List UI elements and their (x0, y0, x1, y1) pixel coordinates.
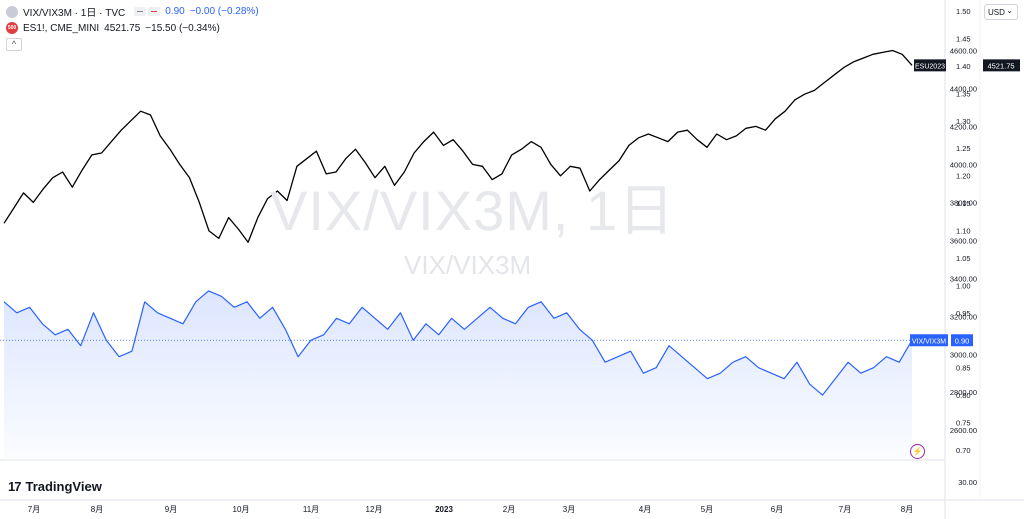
flash-icon[interactable]: ⚡ (910, 444, 925, 459)
left-axis-tick-label: 4000.00 (950, 160, 977, 169)
time-axis-tick-label: 10月 (233, 505, 250, 514)
es-value-box (983, 59, 1020, 72)
time-axis-tick-label: 11月 (303, 505, 319, 514)
left-axis-tick-label: 3000.00 (950, 350, 977, 359)
right-axis-tick-label: 1.30 (956, 117, 971, 126)
right-axis-tick-label: 0.95 (956, 309, 971, 318)
right-axis-tick-label: 1.20 (956, 172, 971, 181)
vix-value-box (951, 334, 973, 347)
right-axis-tick-label: 1.35 (956, 89, 971, 98)
right-axis-tick-label: 1.45 (956, 34, 971, 43)
es-logo-icon: 500 (6, 22, 18, 34)
right-axis-tick-label: 0.85 (956, 364, 971, 373)
left-axis-tick-label: 3400.00 (950, 274, 977, 283)
legend-compare-value: 4521.75 (104, 22, 141, 34)
time-axis-tick-label: 6月 (771, 505, 783, 514)
left-axis-tick-label: 4400.00 (950, 84, 977, 93)
es-value-label: 4521.75 (987, 61, 1014, 70)
es-tag-label: ESU2023 (915, 63, 945, 70)
time-axis-tick-label: 7月 (28, 505, 40, 514)
legend-main[interactable]: VIX/VIX3M · 1日 · TVC 0.90 −0.00 (−0.28%) (6, 4, 259, 19)
left-axis-tick-label: 2600.00 (950, 426, 977, 435)
time-axis-tick-label: 2023 (435, 505, 453, 514)
time-axis-tick-label: 8月 (91, 505, 103, 514)
right-axis-tick-label: 1.25 (956, 144, 971, 153)
es-series-line[interactable] (3, 49, 913, 243)
right-axis-tick-label: 1.10 (956, 227, 971, 236)
legend-compare-symbol[interactable]: ES1!, CME_MINI (23, 22, 100, 34)
vix-series-area (4, 290, 912, 458)
left-axis-tick-label: 2800.00 (950, 388, 977, 397)
currency-dropdown[interactable]: USD (984, 3, 1018, 20)
legend-main-value: 0.90 (165, 6, 185, 17)
right-axis-tick-label: 0.80 (956, 391, 971, 400)
left-axis-tick-label: 4600.00 (950, 46, 977, 55)
vix-tag-box (910, 334, 948, 347)
vix-value-label: 0.90 (955, 336, 970, 345)
volume-axis-tick-label: 30.00 (958, 478, 977, 487)
right-axis-tick-label: 1.05 (956, 254, 971, 263)
right-axis-tick-label: 1.00 (956, 281, 971, 290)
legend-main-change: −0.00 (−0.28%) (189, 6, 259, 17)
time-axis-tick-label: 7月 (839, 505, 851, 514)
time-axis-tick-label: 12月 (366, 505, 383, 514)
symbol-watermark-subtitle: VIX/VIX3M (404, 250, 532, 280)
legend-main-symbol[interactable]: VIX/VIX3M · 1日 · TVC (23, 8, 126, 19)
tradingview-logo[interactable]: 17 TradingView (8, 479, 102, 494)
vix-series-line[interactable] (3, 290, 913, 396)
time-axis-tick-label: 3月 (563, 505, 575, 514)
vix-tag-label: VIX/VIX3M (912, 338, 946, 345)
tradingview-logo-text: TradingView (25, 479, 102, 494)
time-axis-tick-label: 8月 (901, 505, 913, 514)
left-axis-tick-label: 3600.00 (950, 236, 977, 245)
right-axis-tick-label: 1.40 (956, 62, 971, 71)
time-axis-tick-label: 9月 (165, 505, 177, 514)
right-axis-tick-label: 0.75 (956, 419, 971, 428)
right-axis-tick-label: 1.50 (956, 7, 971, 16)
time-axis-tick-label: 4月 (639, 505, 651, 514)
es-tag-box (914, 59, 946, 72)
symbol-logo-icon (6, 5, 18, 18)
time-axis-tick-label: 2月 (503, 505, 515, 514)
hide-icon[interactable] (134, 7, 147, 16)
symbol-watermark: VIX/VIX3M, 1日 (270, 179, 676, 242)
remove-icon[interactable] (148, 7, 161, 16)
right-axis-tick-label: 1.15 (956, 199, 971, 208)
left-axis-tick-label: 3800.00 (950, 198, 977, 207)
legend-compare-change: −15.50 (−0.34%) (145, 22, 220, 34)
left-axis-tick-label: 3200.00 (950, 312, 977, 321)
right-axis-tick-label: 0.70 (956, 446, 971, 455)
left-axis-tick-label: 4200.00 (950, 122, 977, 131)
tradingview-logo-icon: 17 (8, 479, 22, 494)
legend-controls[interactable] (134, 7, 161, 16)
legend-compare[interactable]: 500 ES1!, CME_MINI 4521.75 −15.50 (−0.34… (6, 22, 220, 34)
collapse-legend-button[interactable]: ^ (6, 38, 22, 51)
time-axis-tick-label: 5月 (701, 505, 713, 514)
